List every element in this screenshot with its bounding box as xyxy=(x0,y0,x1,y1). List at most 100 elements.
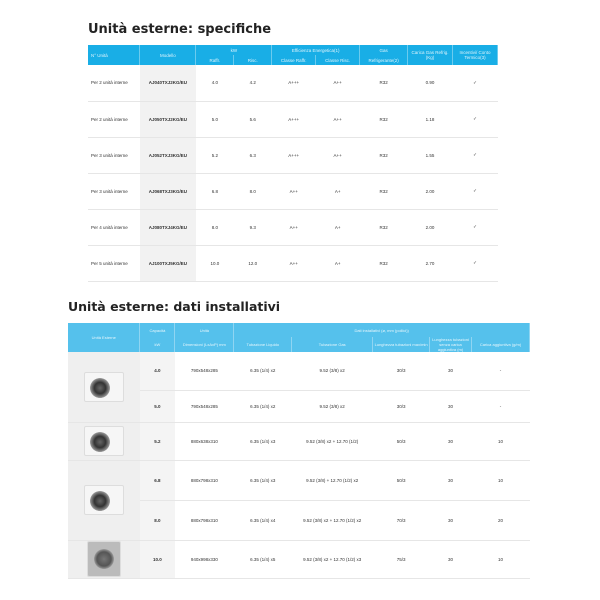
install-row: 5.2 880x638x310 6.35 (1/4) x3 9.52 (3/8) x2… xyxy=(68,422,530,461)
cell-ec: A++ xyxy=(271,173,316,210)
cell-heat: 4.2 xyxy=(233,65,272,102)
install-row: 10.0 940x998x330 6.35 (1/4) x5 9.52 (3/8) x… xyxy=(68,540,530,579)
cell-gas: 9.52 (3/8) x2 + 12.70 (1/2) x2 xyxy=(291,500,373,541)
cell-units: Per 4 unità interne xyxy=(88,209,140,246)
cell-gas: 9.52 (3/8) x2 + 12.70 (1/2) x3 xyxy=(291,540,373,579)
unit-image xyxy=(68,460,140,541)
cell-units: Per 3 unità interne xyxy=(88,137,140,174)
install-table: Unità Esterne Capacità Unità Dati instal… xyxy=(68,323,530,579)
cell-heat: 8.0 xyxy=(233,173,272,210)
cell-len: 30/3 xyxy=(372,390,430,423)
cell-charge: 1.18 xyxy=(407,101,453,138)
cell-gas: R32 xyxy=(359,209,408,246)
cell-gas: 9.52 (3/8) x2 xyxy=(291,390,373,423)
cell-model: AJ068TXJ3KG/EU xyxy=(139,173,196,210)
header-liquid: Tubazione Liquido xyxy=(233,337,293,352)
specs-row: Per 2 unità interne AJ040TXJ2KG/EU 4.0 4.2 A… xyxy=(88,65,498,102)
specs-row: Per 4 unità interne AJ080TXJ4KG/EU 8.0 9.3 A… xyxy=(88,209,498,246)
cell-len: 75/3 xyxy=(372,540,430,579)
cell-gas: 9.52 (3/8) x2 + 12.70 (1/2) xyxy=(291,422,373,461)
header-unita: Unità xyxy=(174,323,235,337)
header-extra: Carica aggiuntiva (g/m) xyxy=(471,337,530,352)
cell-ec: A++ xyxy=(271,245,316,282)
cell-gas: R32 xyxy=(359,65,408,102)
cell-dims: 940x998x330 xyxy=(174,540,234,579)
cell-inc: ✓ xyxy=(452,137,498,174)
cell-gas: R32 xyxy=(359,173,408,210)
cell-heat: 9.3 xyxy=(233,209,272,246)
header-gas-sub: Refrigerante(2) xyxy=(359,55,409,65)
header-unit: Unità Esterne xyxy=(68,323,141,352)
cell-charge: 2.70 xyxy=(407,245,453,282)
cell-model: AJ100TXJ5KG/EU xyxy=(139,245,196,282)
cell-cool: 5.2 xyxy=(195,137,234,174)
outdoor-unit-icon xyxy=(83,371,124,402)
unit-image xyxy=(68,352,140,423)
outdoor-unit-icon xyxy=(83,485,124,515)
cell-extra: 10 xyxy=(471,422,530,461)
cell-free: 30 xyxy=(429,352,472,391)
cell-dims: 790x548x285 xyxy=(174,352,234,391)
header-heat: Risc. xyxy=(233,55,273,65)
cell-free: 30 xyxy=(429,540,472,579)
cell-ec: A++ xyxy=(271,209,316,246)
header-cap: Capacità xyxy=(139,323,176,337)
cell-free: 30 xyxy=(429,500,472,541)
header-install-data: Dati installativi (ø, mm (pollici)) xyxy=(233,323,530,337)
cell-dims: 880x798x310 xyxy=(174,460,234,501)
cell-cap: 6.8 xyxy=(139,460,175,501)
cell-eh: A++ xyxy=(315,101,360,138)
cell-extra: - xyxy=(471,352,530,391)
cell-gas: R32 xyxy=(359,245,408,282)
cell-cap: 8.0 xyxy=(139,500,175,541)
specs-row: Per 2 unità interne AJ050TXJ2KG/EU 5.0 5.6 A… xyxy=(88,101,498,138)
cell-inc: ✓ xyxy=(452,209,498,246)
cell-free: 30 xyxy=(429,422,472,461)
cell-extra: - xyxy=(471,390,530,423)
install-row: 4.0 790x548x285 6.35 (1/4) x2 9.52 (3/8) x2… xyxy=(68,352,530,423)
header-model: Modello xyxy=(139,45,197,65)
cell-charge: 2.00 xyxy=(407,173,453,210)
cell-cap: 4.0 xyxy=(139,352,175,391)
header-length: Lunghezza tubazioni max/min xyxy=(372,337,431,352)
header-gas-pipe: Tubazione Gas xyxy=(291,337,374,352)
cell-ec: A+++ xyxy=(271,65,316,102)
cell-heat: 5.6 xyxy=(233,101,272,138)
cell-units: Per 2 unità interne xyxy=(88,65,140,102)
outdoor-unit-icon xyxy=(86,541,121,577)
cell-model: AJ050TXJ2KG/EU xyxy=(139,101,196,138)
cell-cool: 8.0 xyxy=(195,209,234,246)
outdoor-unit-icon xyxy=(83,426,124,456)
cell-len: 50/3 xyxy=(372,460,430,501)
cell-liq: 6.35 (1/4) x3 xyxy=(233,422,292,461)
cell-units: Per 3 unità interne xyxy=(88,173,140,210)
cell-cool: 10.0 xyxy=(195,245,234,282)
header-dims: Dimensioni (LxAxP) mm xyxy=(174,337,235,352)
cell-heat: 12.0 xyxy=(233,245,272,282)
cell-free: 30 xyxy=(429,390,472,423)
header-eff-cool: Classe Raffr. xyxy=(271,55,317,65)
cell-cool: 5.0 xyxy=(195,101,234,138)
cell-cap: 5.0 xyxy=(139,390,175,423)
cell-eh: A+ xyxy=(315,209,360,246)
cell-units: Per 2 unità interne xyxy=(88,101,140,138)
header-length-free: Lunghezza tubazioni senza carica aggiunt… xyxy=(429,337,472,352)
cell-liq: 6.35 (1/4) x2 xyxy=(233,390,292,423)
cell-units: Per 5 unità interne xyxy=(88,245,140,282)
cell-gas: 9.52 (3/8) x2 xyxy=(291,352,373,391)
header-incentives: Incentivi/ Conto Termico(3) xyxy=(452,45,498,65)
header-kw: kW xyxy=(195,45,273,55)
specs-row: Per 3 unità interne AJ068TXJ3KG/EU 6.8 8.0 A… xyxy=(88,173,498,210)
cell-eh: A++ xyxy=(315,65,360,102)
cell-len: 70/3 xyxy=(372,500,430,541)
cell-extra: 20 xyxy=(471,500,530,541)
cell-liq: 6.35 (1/4) x2 xyxy=(233,352,292,391)
specs-title: Unità esterne: specifiche xyxy=(88,22,272,37)
cell-liq: 6.35 (1/4) x4 xyxy=(233,500,292,541)
cell-cool: 6.8 xyxy=(195,173,234,210)
header-units: N° Unità xyxy=(88,45,141,65)
unit-image xyxy=(68,422,140,461)
cell-eh: A+ xyxy=(315,173,360,210)
cell-extra: 10 xyxy=(471,460,530,501)
cell-model: AJ080TXJ4KG/EU xyxy=(139,209,196,246)
